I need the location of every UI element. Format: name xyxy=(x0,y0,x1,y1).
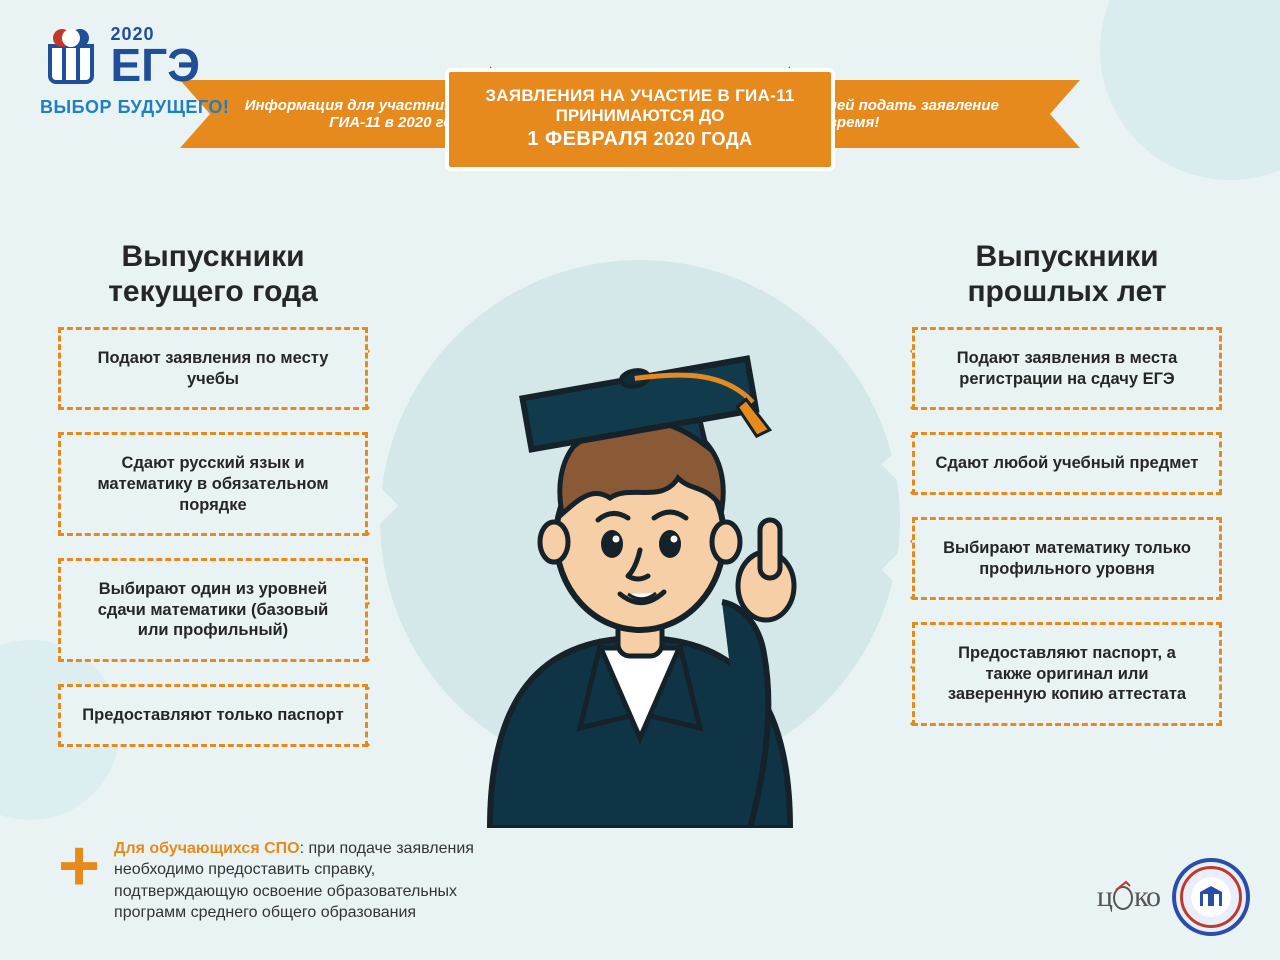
left-column: Выпускники текущего года Подают заявлени… xyxy=(58,240,368,769)
bg-circle xyxy=(1100,0,1280,180)
info-card: Выбирают математику только профильного у… xyxy=(912,517,1222,600)
coko-logo: цко xyxy=(1097,880,1160,914)
banner-line1: ЗАЯВЛЕНИЯ НА УЧАСТИЕ В ГИА-11 xyxy=(483,86,797,106)
banner-line3-rest: 2020 ГОДА xyxy=(648,129,753,149)
title-banner: ЗАЯВЛЕНИЯ НА УЧАСТИЕ В ГИА-11 ПРИНИМАЮТС… xyxy=(445,68,835,171)
info-card: Выбирают один из уровней сдачи математик… xyxy=(58,558,368,662)
info-card: Подают заявления по месту учебы xyxy=(58,327,368,410)
banner-line3-bold: 1 ФЕВРАЛЯ xyxy=(527,128,648,150)
logo-slogan: ВЫБОР БУДУЩЕГО! xyxy=(40,97,229,118)
right-column: Выпускники прошлых лет Подают заявления … xyxy=(912,240,1222,748)
info-card: Сдают русский язык и математику в обязат… xyxy=(58,432,368,536)
logo-block: 2020 ЕГЭ ВЫБОР БУДУЩЕГО! xyxy=(40,24,229,118)
plus-icon: + xyxy=(58,838,100,896)
info-card: Подают заявления в места регистрации на … xyxy=(912,327,1222,410)
footer-logos: цко xyxy=(1097,858,1250,936)
left-heading: Выпускники текущего года xyxy=(58,240,368,309)
banner-line2: ПРИНИМАЮТСЯ ДО xyxy=(483,106,797,126)
info-card: Предоставляют только паспорт xyxy=(58,684,368,747)
info-card: Сдают любой учебный предмет xyxy=(912,432,1222,495)
ribbon-right-text: Успей подать заявление вовремя! xyxy=(810,97,1030,131)
footnote: + Для обучающихся СПО: при подаче заявле… xyxy=(58,838,488,924)
footnote-lead: Для обучающихся СПО xyxy=(114,840,300,857)
footnote-text: Для обучающихся СПО: при подаче заявлени… xyxy=(114,838,488,924)
logo-title: ЕГЭ xyxy=(110,45,199,86)
graduate-illustration xyxy=(430,268,850,833)
info-card: Предоставляют паспорт, а также оригинал … xyxy=(912,622,1222,726)
ribbon-left-text: Информация для участников ГИА-11 в 2020 … xyxy=(230,97,470,131)
ministry-logo-icon xyxy=(1172,858,1250,936)
ege-logo-icon xyxy=(40,24,102,91)
right-heading: Выпускники прошлых лет xyxy=(912,240,1222,309)
